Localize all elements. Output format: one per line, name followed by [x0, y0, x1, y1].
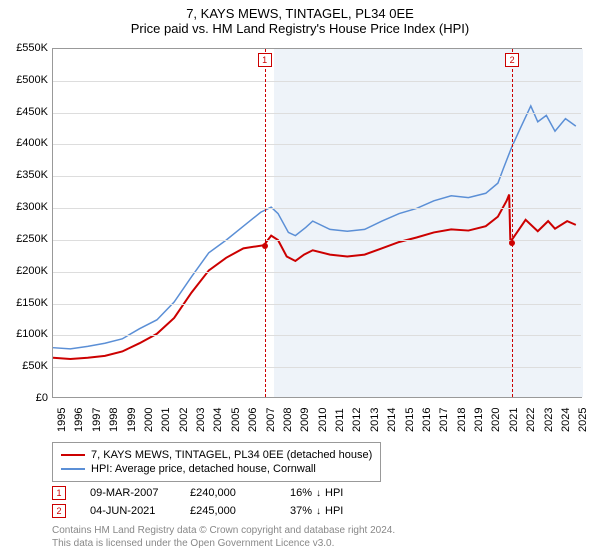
address-title: 7, KAYS MEWS, TINTAGEL, PL34 0EE	[0, 6, 600, 21]
sale-price: £240,000	[190, 487, 286, 499]
x-tick-label: 2025	[577, 408, 589, 432]
gridline	[53, 304, 581, 305]
gridline	[53, 335, 581, 336]
legend-swatch	[61, 454, 85, 456]
x-tick-label: 2002	[178, 408, 190, 432]
x-tick-label: 2018	[456, 408, 468, 432]
gridline	[53, 367, 581, 368]
legend-item-property: 7, KAYS MEWS, TINTAGEL, PL34 0EE (detach…	[61, 449, 372, 461]
x-tick-label: 2013	[369, 408, 381, 432]
x-tick-label: 2023	[543, 408, 555, 432]
legend-label: HPI: Average price, detached house, Corn…	[91, 463, 316, 475]
x-tick-label: 2003	[195, 408, 207, 432]
sale-marker: 2	[52, 504, 66, 518]
sale-marker-line	[512, 49, 513, 397]
x-tick-label: 2011	[334, 408, 346, 432]
sale-delta: 37%	[290, 505, 312, 517]
x-tick-label: 2001	[160, 408, 172, 432]
y-tick-label: £0	[36, 392, 48, 404]
sale-price: £245,000	[190, 505, 286, 517]
down-arrow-icon: ↓	[316, 488, 321, 499]
x-tick-label: 2024	[560, 408, 572, 432]
x-tick-label: 2009	[299, 408, 311, 432]
sale-dot	[262, 243, 268, 249]
line-plot-svg	[53, 49, 581, 397]
y-tick-label: £400K	[16, 137, 48, 149]
attribution: Contains HM Land Registry data © Crown c…	[52, 524, 395, 550]
title-block: 7, KAYS MEWS, TINTAGEL, PL34 0EE Price p…	[0, 0, 600, 36]
x-tick-label: 1995	[56, 408, 68, 432]
sale-row: 2 04-JUN-2021 £245,000 37% ↓ HPI	[52, 502, 343, 520]
plot-area: 12	[52, 48, 582, 398]
sale-vs: HPI	[325, 487, 343, 499]
attribution-line: This data is licensed under the Open Gov…	[52, 537, 395, 550]
down-arrow-icon: ↓	[316, 506, 321, 517]
x-tick-label: 2019	[473, 408, 485, 432]
gridline	[53, 81, 581, 82]
x-tick-label: 2016	[421, 408, 433, 432]
x-tick-label: 2005	[230, 408, 242, 432]
subtitle: Price paid vs. HM Land Registry's House …	[0, 21, 600, 36]
y-tick-label: £50K	[22, 360, 48, 372]
legend-swatch	[61, 468, 85, 470]
sale-date: 09-MAR-2007	[90, 487, 186, 499]
y-tick-label: £100K	[16, 328, 48, 340]
x-tick-label: 2000	[143, 408, 155, 432]
sale-marker: 1	[52, 486, 66, 500]
gridline	[53, 144, 581, 145]
y-tick-label: £250K	[16, 233, 48, 245]
gridline	[53, 208, 581, 209]
gridline	[53, 272, 581, 273]
x-tick-label: 1998	[108, 408, 120, 432]
legend-item-hpi: HPI: Average price, detached house, Corn…	[61, 463, 372, 475]
sale-marker-label: 1	[258, 53, 272, 67]
y-tick-label: £200K	[16, 265, 48, 277]
y-tick-label: £500K	[16, 74, 48, 86]
legend-label: 7, KAYS MEWS, TINTAGEL, PL34 0EE (detach…	[91, 449, 372, 461]
x-tick-label: 2004	[212, 408, 224, 432]
y-tick-label: £550K	[16, 42, 48, 54]
sales-table: 1 09-MAR-2007 £240,000 16% ↓ HPI 2 04-JU…	[52, 484, 343, 520]
series-property	[53, 195, 576, 359]
x-tick-label: 1996	[73, 408, 85, 432]
legend: 7, KAYS MEWS, TINTAGEL, PL34 0EE (detach…	[52, 442, 381, 482]
series-hpi	[53, 106, 576, 349]
x-tick-label: 2007	[265, 408, 277, 432]
gridline	[53, 113, 581, 114]
x-tick-label: 2020	[490, 408, 502, 432]
x-tick-label: 2006	[247, 408, 259, 432]
x-tick-label: 2010	[317, 408, 329, 432]
gridline	[53, 176, 581, 177]
x-tick-label: 1999	[126, 408, 138, 432]
gridline	[53, 240, 581, 241]
x-tick-label: 2014	[386, 408, 398, 432]
sale-marker-line	[265, 49, 266, 397]
x-tick-label: 2017	[438, 408, 450, 432]
x-tick-label: 1997	[91, 408, 103, 432]
y-tick-label: £350K	[16, 169, 48, 181]
sale-vs: HPI	[325, 505, 343, 517]
x-tick-label: 2015	[404, 408, 416, 432]
sale-row: 1 09-MAR-2007 £240,000 16% ↓ HPI	[52, 484, 343, 502]
sale-marker-label: 2	[505, 53, 519, 67]
sale-dot	[509, 240, 515, 246]
sale-date: 04-JUN-2021	[90, 505, 186, 517]
sale-delta: 16%	[290, 487, 312, 499]
x-tick-label: 2022	[525, 408, 537, 432]
y-tick-label: £150K	[16, 297, 48, 309]
y-tick-label: £450K	[16, 106, 48, 118]
x-tick-label: 2012	[351, 408, 363, 432]
x-tick-label: 2008	[282, 408, 294, 432]
attribution-line: Contains HM Land Registry data © Crown c…	[52, 524, 395, 537]
chart-container: 7, KAYS MEWS, TINTAGEL, PL34 0EE Price p…	[0, 0, 600, 560]
x-tick-label: 2021	[508, 408, 520, 432]
y-tick-label: £300K	[16, 201, 48, 213]
